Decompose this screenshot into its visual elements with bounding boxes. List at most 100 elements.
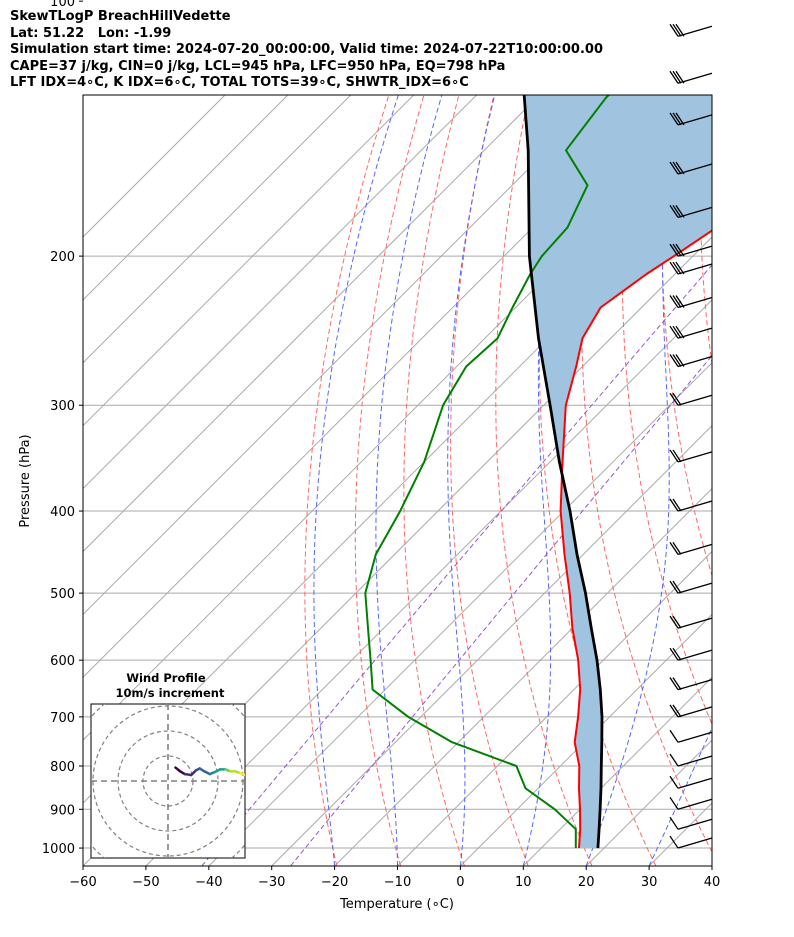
x-tick-label-0: 0 <box>456 875 464 890</box>
wind-barb-flag <box>669 295 679 308</box>
dry-adiabat-320 <box>621 95 712 726</box>
wind-barb-flag <box>672 677 682 690</box>
wind-barb <box>669 392 713 406</box>
wind-barb-flag <box>672 498 682 512</box>
y-tick-label-800: 800 <box>50 760 75 775</box>
isotherm--110 <box>83 95 541 553</box>
dry-adiabat-270 <box>403 95 465 866</box>
isotherm-40 <box>711 865 712 866</box>
wind-barb-flag <box>675 161 685 175</box>
dry-adiabat-260 <box>354 95 425 866</box>
wind-barb-flag <box>669 498 679 512</box>
x-tick-label--20: −20 <box>321 875 348 890</box>
title-block: SkewTLogP BreachHillVedette Lat: 51.22 L… <box>10 9 603 92</box>
x-tick-label--30: −30 <box>258 875 285 890</box>
wind-barb-flag <box>669 449 679 463</box>
wind-barb <box>669 161 713 175</box>
mixing-ratio-0.0001 <box>201 264 712 866</box>
wind-barb <box>669 796 713 810</box>
wind-barb-flag <box>669 796 679 810</box>
moist-adiabat--20 <box>313 95 399 866</box>
wind-barb <box>669 498 713 512</box>
wind-barb-flag <box>672 647 682 661</box>
wind-barb-flag <box>672 23 682 37</box>
wind-barb-flag <box>672 204 682 218</box>
wind-barb-flag <box>675 112 685 126</box>
wind-barb-flag <box>669 775 679 789</box>
y-tick-label-500: 500 <box>50 587 75 602</box>
wind-barb-flag <box>672 615 682 629</box>
wind-barb-flag <box>669 677 679 690</box>
wind-barb <box>669 243 713 257</box>
isotherm-10 <box>522 676 712 866</box>
x-tick-label--40: −40 <box>195 875 222 890</box>
wind-barb-staff <box>677 617 713 629</box>
wind-barb-flag <box>669 647 679 661</box>
wind-barb-flag <box>669 354 679 367</box>
wind-barb <box>669 261 713 275</box>
wind-barb-flag <box>672 70 682 84</box>
wind-barb-flag <box>675 23 685 37</box>
wind-barb-flag <box>672 354 682 367</box>
wind-barb-staff <box>677 706 713 718</box>
x-tick-label--60: −60 <box>69 875 96 890</box>
y-tick-label-400: 400 <box>50 505 75 520</box>
wind-barb-flag <box>669 580 679 594</box>
inset-subtitle: 10m/s increment <box>116 686 225 700</box>
wind-barb-flag <box>669 835 679 849</box>
y-tick-label-1000: 1000 <box>42 842 75 857</box>
wind-barb-flag <box>669 261 679 275</box>
wind-barb-flag <box>675 325 685 339</box>
wind-barb <box>669 23 713 37</box>
wind-barb-staff <box>677 649 713 661</box>
wind-barb-flag <box>672 392 682 406</box>
isotherm--40 <box>208 362 712 866</box>
wind-barb-flag <box>669 204 679 218</box>
x-tick-label-30: 30 <box>641 875 658 890</box>
x-axis-label: Temperature (∘C) <box>339 897 454 912</box>
wind-barb-staff <box>677 394 713 406</box>
wind-barb-flag <box>669 23 679 37</box>
wind-barb <box>669 647 713 661</box>
wind-barb-staff <box>677 731 713 743</box>
wind-barb <box>669 112 713 126</box>
title-line-time: Simulation start time: 2024-07-20_00:00:… <box>10 42 603 57</box>
wind-barb-staff <box>677 582 713 594</box>
y-tick-label-200: 200 <box>50 250 75 265</box>
wind-barb-flag <box>669 816 679 830</box>
wind-barb <box>669 835 713 849</box>
wind-barb <box>669 704 713 718</box>
isotherm--130 <box>83 95 415 427</box>
wind-barb-staff <box>677 678 713 691</box>
wind-barb-staff <box>677 837 713 849</box>
wind-barb-flag <box>672 580 682 594</box>
isotherm--20 <box>334 487 712 866</box>
cape-area <box>524 95 712 849</box>
title-line-location: Lat: 51.22 Lon: -1.99 <box>10 25 172 41</box>
wind-barb-staff <box>677 500 713 512</box>
wind-barb <box>669 615 713 629</box>
y-tick-label-600: 600 <box>50 654 75 669</box>
hodograph-segment <box>239 771 245 777</box>
wind-barb-flag <box>669 243 679 257</box>
wind-barb <box>669 729 713 743</box>
mixing-ratio-0.0004 <box>290 354 712 866</box>
wind-barb-flag <box>675 261 685 275</box>
wind-barb-flag <box>669 729 679 743</box>
inset-title: Wind Profile <box>126 671 206 685</box>
moist-adiabat--10 <box>375 95 443 866</box>
wind-barb-flag <box>669 392 679 406</box>
wind-barb-staff <box>677 777 713 789</box>
y-tick-label-900: 900 <box>50 803 75 818</box>
wind-barb <box>669 204 713 218</box>
wind-barb-flag <box>669 542 679 555</box>
isotherm--140 <box>83 95 352 364</box>
x-tick-label-10: 10 <box>515 875 532 890</box>
wind-barb <box>669 753 713 767</box>
y-tick-label-700: 700 <box>50 711 75 726</box>
isotherm--120 <box>83 95 478 490</box>
wind-barb <box>669 775 713 789</box>
moist-adiabat-40 <box>711 864 712 866</box>
wind-barb-staff <box>677 798 713 810</box>
